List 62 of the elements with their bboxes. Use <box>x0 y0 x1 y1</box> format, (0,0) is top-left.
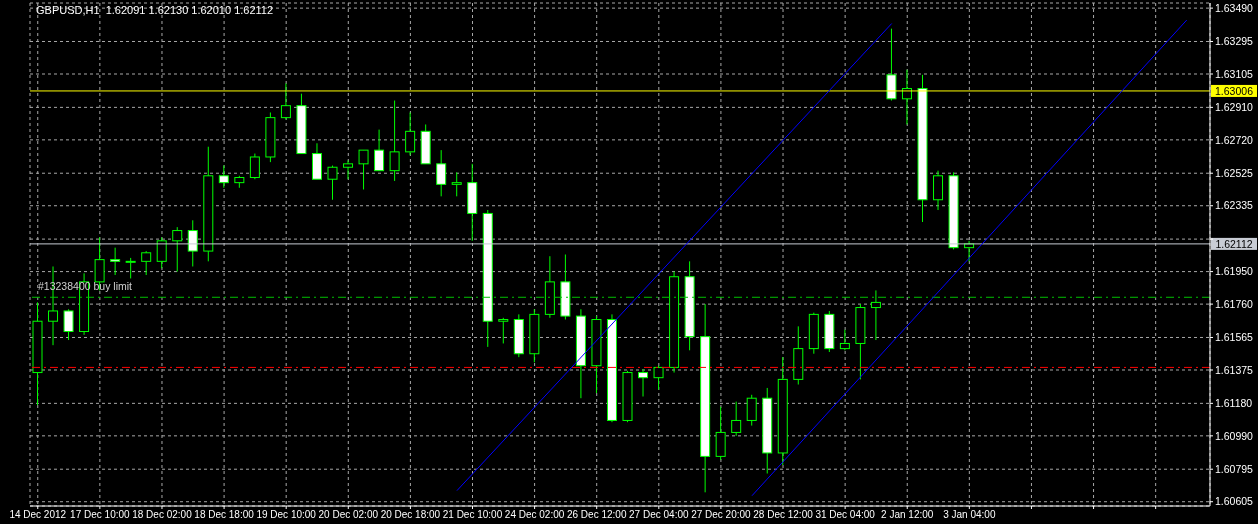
x-tick-label: 24 Dec 02:00 <box>504 509 565 521</box>
candlestick <box>156 236 167 269</box>
y-tick-label: 1.62525 <box>1215 166 1254 179</box>
y-tick-label: 1.61375 <box>1215 363 1254 376</box>
y-tick-label: 1.60990 <box>1215 429 1254 442</box>
x-tick-label: 31 Dec 04:00 <box>815 509 876 521</box>
y-tick-label: 1.60605 <box>1215 495 1254 508</box>
candlestick <box>358 149 369 190</box>
candlestick <box>933 170 944 211</box>
candlestick <box>374 129 385 172</box>
y-tick-label: 1.61565 <box>1215 331 1254 344</box>
x-tick-label: 17 Dec 10:00 <box>70 509 131 521</box>
y-tick-label: 1.61950 <box>1215 265 1254 278</box>
candlestick <box>746 394 757 427</box>
x-tick-label: 18 Dec 18:00 <box>194 509 255 521</box>
x-tick-label: 28 Dec 12:00 <box>753 509 814 521</box>
candlestick <box>436 149 447 197</box>
x-tick-label: 27 Dec 04:00 <box>629 509 689 521</box>
candlestick <box>870 289 881 341</box>
candlestick <box>498 317 509 344</box>
candlestick <box>638 368 649 397</box>
x-tick-label: 27 Dec 20:00 <box>691 509 752 521</box>
candlestick <box>63 308 74 341</box>
y-tick-label: 1.63105 <box>1215 67 1254 80</box>
candlestick <box>280 82 291 120</box>
candlestick <box>125 257 136 279</box>
candlestick <box>187 219 198 267</box>
x-tick-label: 20 Dec 02:00 <box>318 509 379 521</box>
candlestick <box>886 28 897 102</box>
x-tick-label: 19 Dec 10:00 <box>256 509 317 521</box>
candlestick <box>343 159 354 180</box>
candlestick <box>839 329 850 351</box>
candlestick <box>653 365 664 391</box>
x-tick-label: 3 Jan 04:00 <box>943 509 996 521</box>
ref-line-label: 1.62112 <box>1215 237 1253 250</box>
y-tick-label: 1.61180 <box>1215 397 1253 410</box>
x-tick-label: 14 Dec 2012 <box>9 509 67 521</box>
candlestick <box>172 226 183 273</box>
y-tick-label: 1.62910 <box>1215 101 1254 114</box>
y-tick-label: 1.61760 <box>1215 297 1254 310</box>
chart-title: GBPUSD,H1 1.62091 1.62130 1.62010 1.62112 <box>36 4 274 16</box>
candlestick <box>731 401 742 437</box>
x-tick-label: 2 Jan 12:00 <box>881 509 934 521</box>
candlestick <box>405 112 416 156</box>
candlestick <box>110 247 121 276</box>
x-tick-label: 26 Dec 12:00 <box>566 509 627 521</box>
x-tick-label: 20 Dec 18:00 <box>380 509 441 521</box>
candlestick <box>389 100 400 182</box>
x-tick-label: 18 Dec 02:00 <box>132 509 193 521</box>
y-tick-label: 1.60795 <box>1215 462 1254 475</box>
candlestick <box>327 165 338 201</box>
y-tick-label: 1.63490 <box>1215 1 1254 14</box>
x-tick-label: 21 Dec 10:00 <box>442 509 503 521</box>
candlestick <box>141 250 152 276</box>
y-tick-label: 1.62335 <box>1215 199 1254 212</box>
candlestick <box>715 406 726 461</box>
ref-line-label: 1.63006 <box>1215 84 1254 97</box>
y-tick-label: 1.62720 <box>1215 133 1254 146</box>
y-tick-label: 1.63295 <box>1215 35 1254 48</box>
candlestick <box>451 171 462 197</box>
candlestick <box>218 165 229 189</box>
candlestick <box>249 153 260 180</box>
